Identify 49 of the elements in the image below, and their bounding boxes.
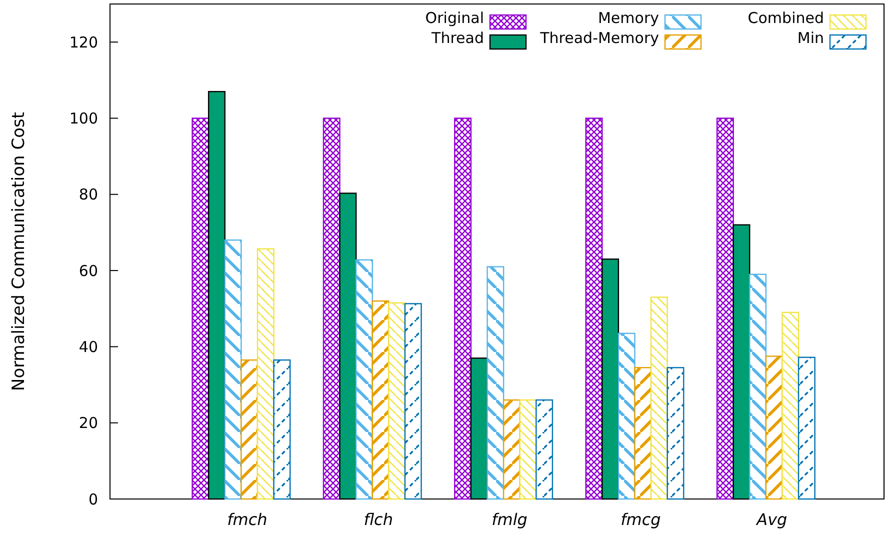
- legend-label: Original: [425, 9, 484, 27]
- x-tick-label: fmlg: [492, 510, 528, 529]
- y-tick-label: 80: [78, 186, 98, 204]
- bar: [666, 367, 684, 500]
- bar: [618, 332, 636, 500]
- y-tick-label: 40: [78, 338, 98, 356]
- bar: [716, 118, 734, 500]
- bar: [273, 359, 291, 500]
- bar: [404, 303, 422, 500]
- bar: [224, 239, 242, 500]
- x-tick-label: Avg: [756, 510, 788, 529]
- bar: [749, 274, 767, 500]
- legend-label: Combined: [748, 9, 824, 27]
- bar: [192, 118, 210, 500]
- x-tick-label: flch: [364, 510, 394, 529]
- bar: [486, 266, 504, 500]
- bar: [732, 224, 750, 500]
- x-tick-label: fmcg: [620, 510, 661, 529]
- y-tick-label: 60: [78, 262, 98, 280]
- y-tick-label: 20: [78, 414, 98, 432]
- bar: [536, 399, 554, 500]
- bar: [634, 367, 652, 500]
- legend-label: Memory: [598, 9, 660, 27]
- bar: [388, 302, 406, 500]
- bar: [798, 356, 816, 500]
- bar: [782, 312, 800, 500]
- y-tick-label: 120: [69, 33, 98, 52]
- y-tick-label: 0: [88, 490, 98, 508]
- bar: [355, 259, 373, 500]
- bar: [372, 300, 390, 500]
- bar: [519, 399, 537, 500]
- bar: [208, 90, 226, 500]
- bar: [339, 192, 357, 500]
- bar: [322, 118, 340, 500]
- bar: [602, 258, 620, 500]
- legend-label: Thread-Memory: [539, 29, 660, 47]
- legend-label: Thread: [430, 29, 484, 47]
- x-tick-label: fmch: [227, 510, 268, 529]
- bar: [585, 118, 603, 500]
- y-axis-title: Normalized Communication Cost: [9, 112, 29, 391]
- bar: [256, 248, 274, 500]
- bar: [765, 356, 783, 500]
- bar: [454, 118, 472, 500]
- y-tick-label: 100: [69, 109, 98, 128]
- bar: [470, 358, 488, 500]
- bar: [502, 399, 520, 500]
- bar: [650, 296, 668, 500]
- legend-label: Min: [797, 29, 824, 47]
- bar: [240, 359, 258, 500]
